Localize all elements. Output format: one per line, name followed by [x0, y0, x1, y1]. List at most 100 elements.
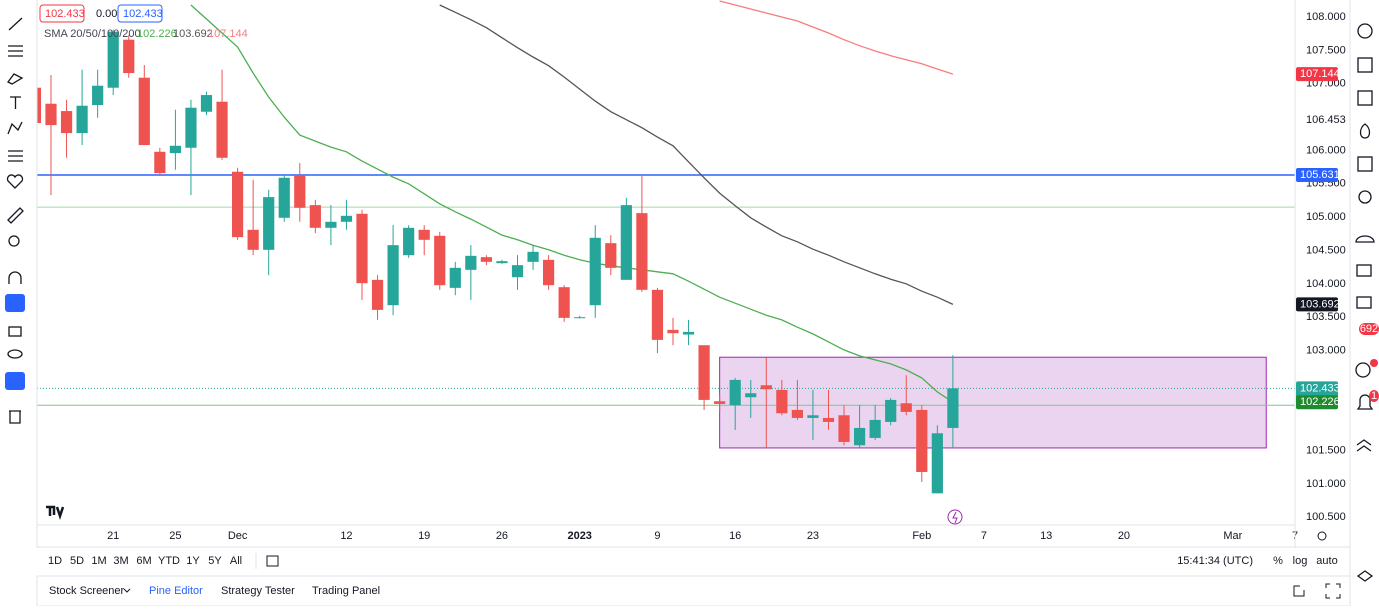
delete[interactable]	[9, 410, 21, 424]
x-tick-label: Dec	[228, 530, 248, 542]
collapse[interactable]	[1356, 439, 1372, 452]
brush-tool[interactable]	[7, 73, 24, 85]
date-range[interactable]	[266, 555, 279, 567]
minimize[interactable]	[1293, 585, 1305, 597]
candle-body	[854, 427, 866, 446]
forecast-tool[interactable]	[8, 150, 23, 162]
candle-body	[574, 317, 586, 319]
candle-body	[511, 265, 524, 278]
x-tick-label: Mar	[1223, 530, 1242, 542]
candle-body	[916, 409, 928, 472]
candle-body	[838, 415, 850, 442]
fib-tool[interactable]	[8, 45, 23, 57]
x-tick-label: 26	[496, 530, 508, 542]
axes: 100.500 101.000 101.500 103.000 103.500 104.0…	[107, 11, 1346, 542]
event-bolt	[952, 511, 958, 524]
timeframe-button[interactable]: 5Y	[208, 555, 222, 567]
candle-body	[37, 87, 42, 124]
price-tag	[1296, 395, 1338, 410]
legend-value: 0.000	[96, 8, 124, 20]
x-tick-label: 9	[654, 530, 660, 542]
maximize[interactable]	[1325, 583, 1341, 599]
indicator-value: 107.144	[208, 28, 248, 40]
x-tick-label: 2023	[567, 530, 591, 542]
candle-body	[200, 95, 213, 112]
plot-area	[37, 0, 1295, 494]
streams[interactable]	[1355, 235, 1375, 243]
watchlist[interactable]	[1357, 90, 1373, 106]
moving-average-line	[439, 4, 954, 305]
broadcast[interactable]	[1355, 362, 1371, 378]
timeframe-button[interactable]: 6M	[136, 555, 151, 567]
visibility[interactable]	[7, 349, 23, 359]
timeframe-button[interactable]: 3M	[113, 555, 128, 567]
legend-value: 102.433	[123, 8, 163, 20]
panel-tab[interactable]: Trading Panel	[312, 585, 380, 597]
candle-body	[620, 205, 632, 280]
logo[interactable]	[46, 505, 65, 520]
hotlist[interactable]	[1359, 123, 1371, 139]
candle-body	[729, 379, 741, 406]
candle-body	[636, 213, 648, 290]
zoom[interactable]	[8, 235, 20, 247]
x-tick-label: 23	[807, 530, 819, 542]
timeframe-button[interactable]: 1Y	[186, 555, 200, 567]
candle-body	[760, 385, 772, 390]
price-tag	[1296, 297, 1338, 312]
range-rectangle	[719, 356, 1267, 449]
candle-body	[667, 329, 679, 334]
badge-count: 1	[1371, 390, 1377, 402]
event-icon[interactable]	[947, 509, 963, 525]
candle-body	[822, 417, 835, 422]
x-tick-label: Feb	[912, 530, 931, 542]
candle-body	[465, 255, 477, 270]
panel-tab[interactable]: Stock Screener	[49, 585, 125, 597]
x-tick-label: 25	[169, 530, 181, 542]
news[interactable]	[1357, 57, 1373, 73]
chats[interactable]	[1356, 264, 1372, 277]
y-tick-label: 101.500	[1306, 445, 1346, 457]
timeframe-button[interactable]: 5D	[70, 555, 84, 567]
lock[interactable]	[8, 326, 22, 337]
candle-body	[231, 171, 244, 238]
y-tick-label: 107.500	[1306, 44, 1346, 56]
pattern-tool[interactable]	[7, 121, 23, 135]
alerts[interactable]	[1357, 23, 1373, 39]
moving-average-line	[719, 0, 954, 75]
scale-option[interactable]: log	[1293, 555, 1308, 567]
settings[interactable]	[1317, 531, 1327, 541]
timeframe-button[interactable]: 1M	[91, 555, 106, 567]
candle-body	[714, 401, 726, 404]
ideas[interactable]	[1358, 190, 1372, 204]
x-tick-label: 21	[107, 530, 119, 542]
panel-tab[interactable]: Strategy Tester	[221, 585, 295, 597]
panel-tab[interactable]: Pine Editor	[149, 585, 203, 597]
x-tick-label: 7	[981, 530, 987, 542]
sync[interactable]	[5, 372, 25, 390]
timeframe-button[interactable]: YTD	[158, 555, 180, 567]
ruler[interactable]	[7, 207, 24, 224]
calendar[interactable]	[1357, 156, 1373, 172]
timeframe-button[interactable]: All	[230, 555, 242, 567]
candle-body	[371, 279, 384, 310]
candle-body	[60, 111, 73, 134]
stay-drawing[interactable]	[5, 294, 25, 312]
magnet[interactable]	[8, 271, 22, 284]
candle-body	[807, 415, 819, 418]
timeframe-button[interactable]: 1D	[48, 555, 62, 567]
candle-body	[434, 235, 446, 286]
candle-body	[947, 388, 959, 428]
messages[interactable]	[1356, 296, 1372, 309]
scale-option[interactable]: %	[1273, 555, 1283, 567]
y-tick-label: 105.000	[1306, 211, 1346, 223]
layers[interactable]	[1356, 570, 1374, 582]
y-tick-label: 106.453	[1306, 114, 1346, 126]
notifications[interactable]	[1356, 394, 1374, 410]
favorites[interactable]	[6, 174, 24, 189]
text-tool[interactable]	[10, 96, 21, 109]
trend-line-tool[interactable]	[8, 17, 23, 31]
scale-option[interactable]: auto	[1316, 555, 1337, 567]
candle-body	[107, 31, 119, 88]
candle-body	[92, 85, 104, 106]
